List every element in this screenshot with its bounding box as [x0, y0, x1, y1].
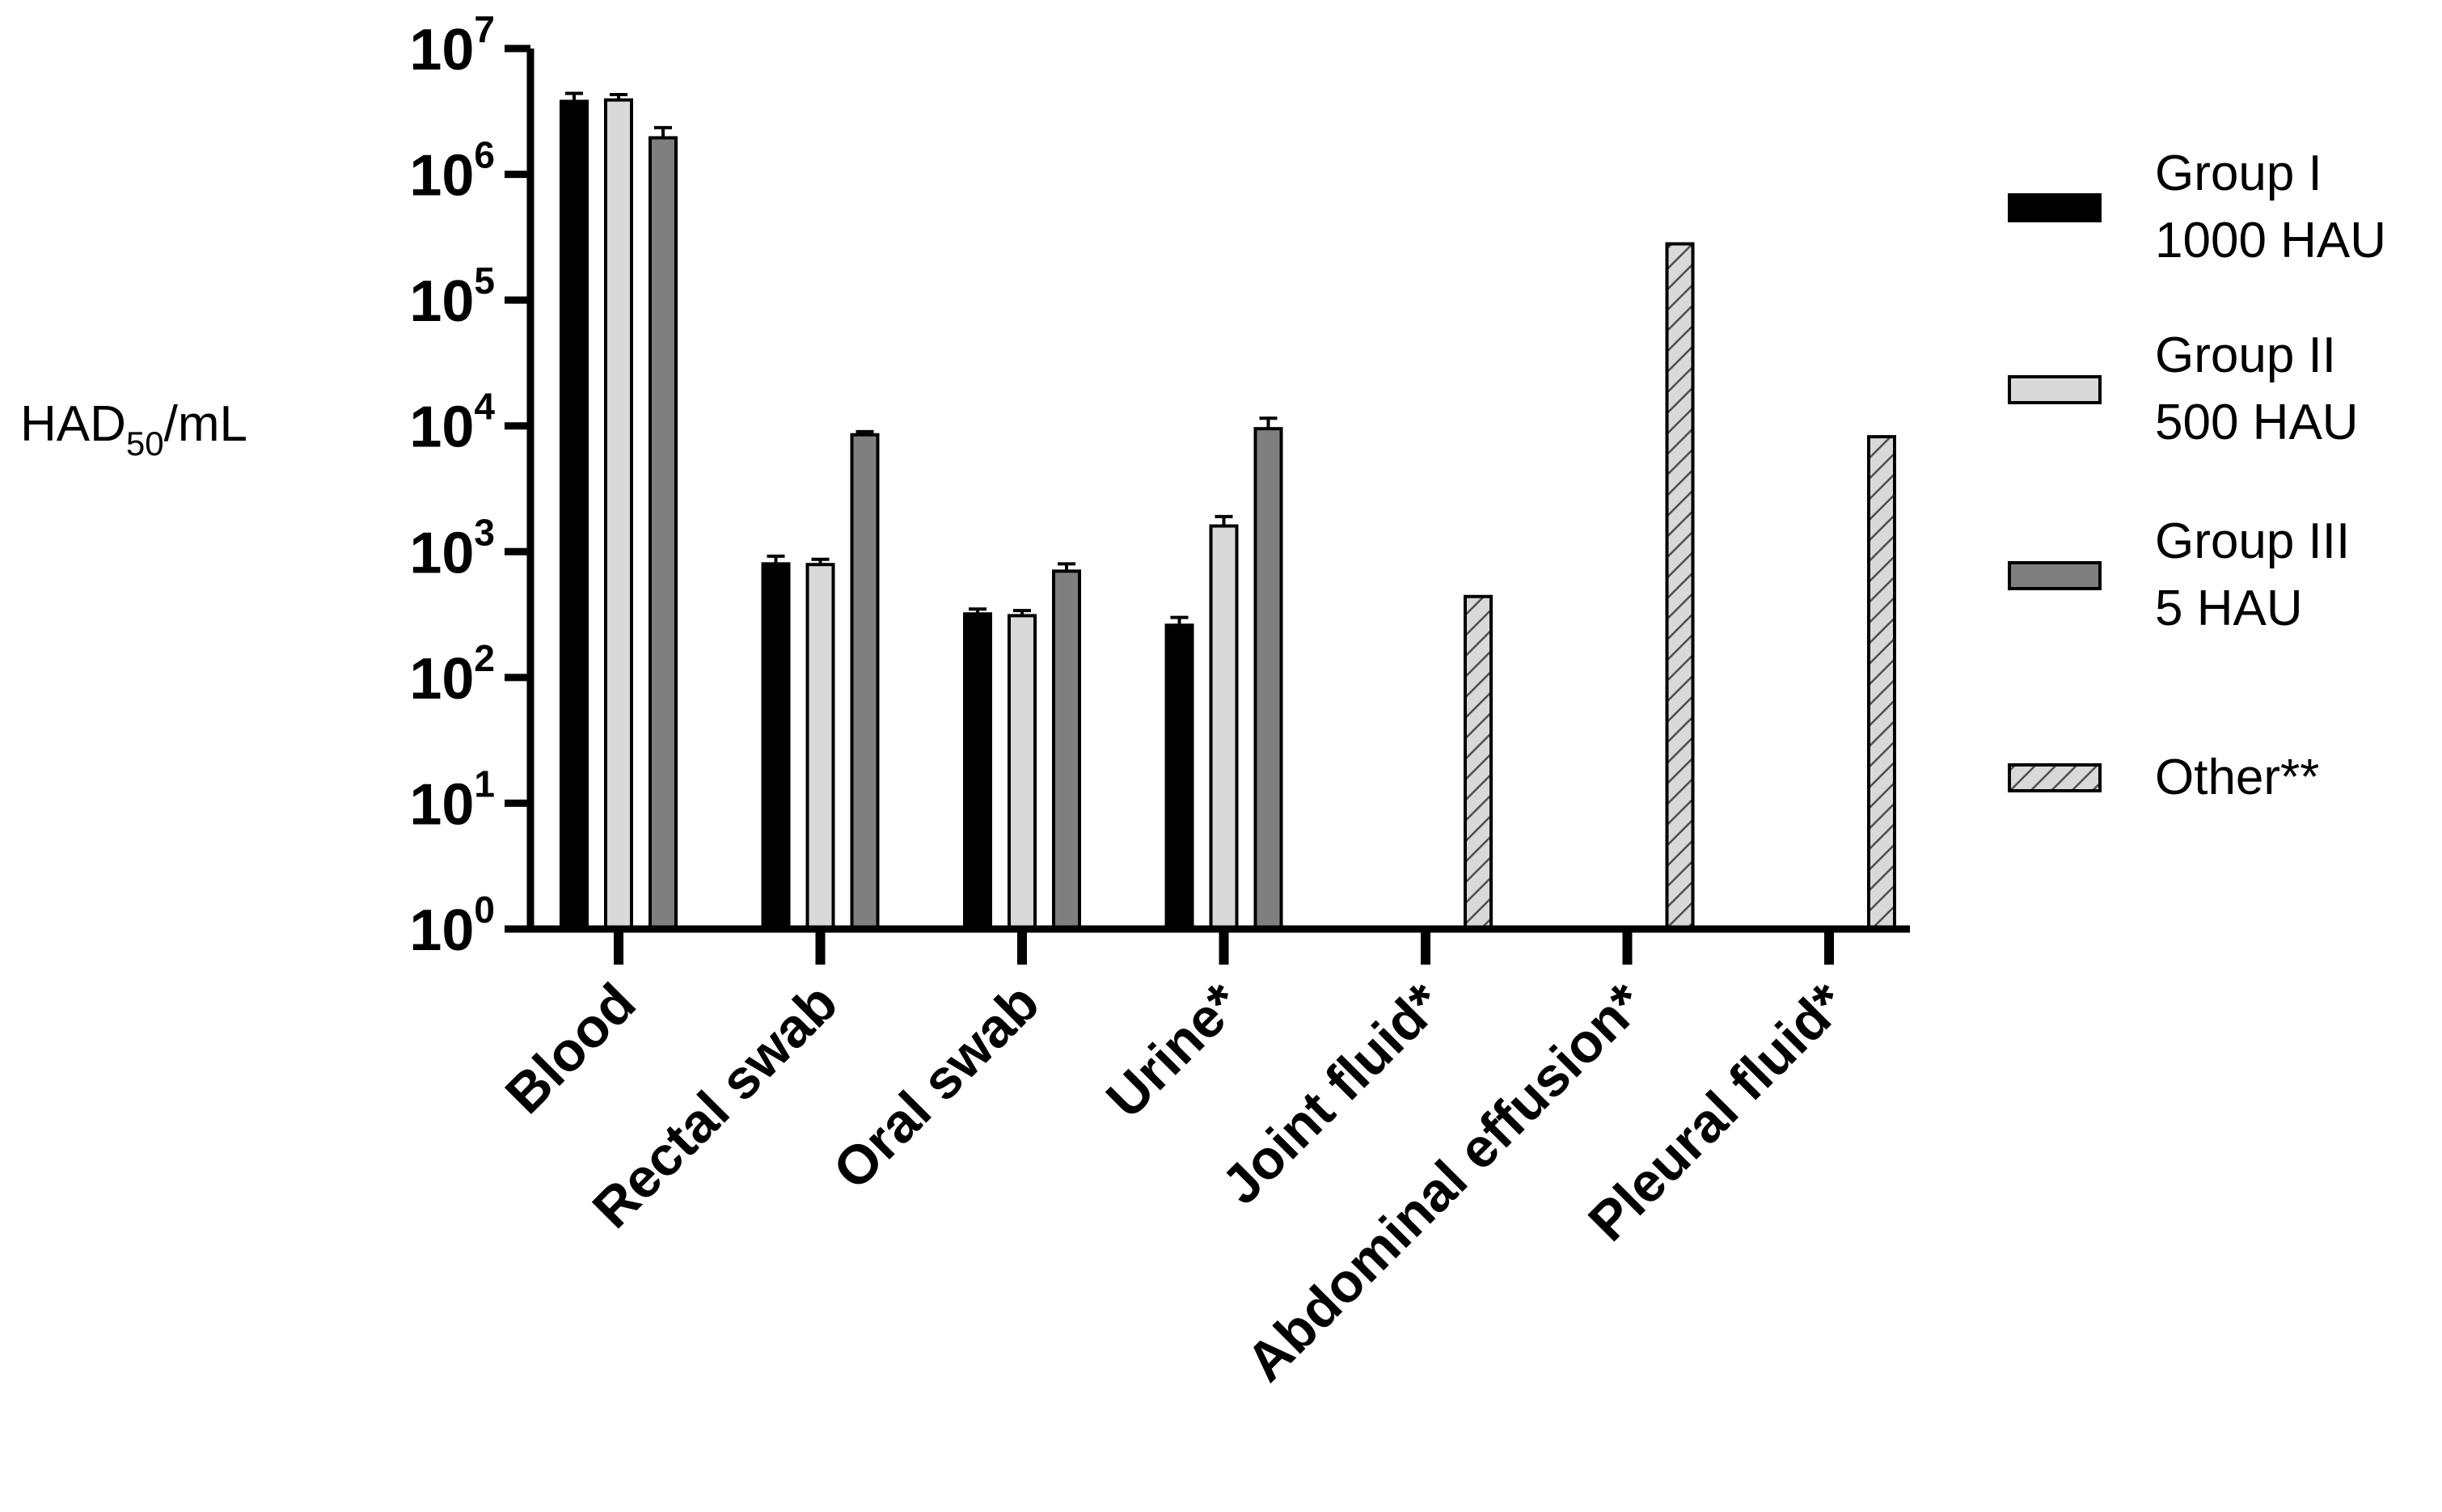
y-axis-label-subscript: 50 [126, 424, 164, 462]
bar [761, 562, 791, 931]
legend-label-line2: 1000 HAU [2155, 213, 2386, 268]
legend-swatch [2008, 763, 2102, 792]
legend-swatch [2008, 375, 2102, 404]
bar [604, 98, 633, 931]
bar [1164, 623, 1194, 931]
x-category-label: Oral swab [822, 972, 1051, 1202]
y-axis-label-main: HAD [20, 396, 126, 452]
y-axis-label: HAD50/mL [20, 396, 247, 462]
bar [1867, 435, 1896, 931]
y-axis-label-unit: /mL [164, 396, 247, 452]
legend-swatch [2008, 193, 2102, 222]
bar [1464, 594, 1493, 931]
y-tick-label: 100 [409, 889, 495, 963]
bar [805, 563, 835, 931]
y-tick-label: 102 [409, 637, 495, 712]
legend-label: Group II [2155, 327, 2336, 383]
svg-text:HAD50/mL: HAD50/mL [20, 396, 247, 462]
y-tick-label: 104 [409, 386, 495, 460]
y-axis-ticks: 100 101 102 103 104 105 106 107 [409, 8, 530, 963]
error-bars-layer [565, 91, 1278, 626]
y-tick-label: 103 [409, 511, 495, 585]
bar [560, 99, 589, 931]
x-category-label: Abdominal effusion* [1235, 971, 1657, 1393]
legend-label: Other** [2155, 750, 2319, 805]
bars-layer [560, 98, 1896, 931]
bar [850, 433, 880, 931]
bar [1253, 427, 1283, 931]
legend-swatch [2008, 561, 2102, 590]
legend: Group I 1000 HAU Group II 500 HAU Group III 5… [2008, 146, 2386, 805]
bar [649, 136, 678, 931]
legend-label-line2: 5 HAU [2155, 581, 2303, 636]
bar [1052, 569, 1081, 931]
y-tick-label: 107 [409, 8, 495, 82]
bar [963, 612, 992, 931]
y-tick-label: 105 [409, 260, 495, 334]
bar [1209, 524, 1239, 931]
legend-label-line2: 500 HAU [2155, 395, 2359, 450]
legend-label: Group III [2155, 513, 2350, 569]
legend-label: Group I [2155, 146, 2322, 201]
bar [1665, 242, 1695, 931]
x-category-label: Urine* [1095, 971, 1253, 1130]
x-category-label: Blood [494, 972, 648, 1126]
bar [1008, 614, 1037, 931]
y-tick-label: 106 [409, 134, 495, 209]
y-tick-label: 101 [409, 762, 495, 837]
